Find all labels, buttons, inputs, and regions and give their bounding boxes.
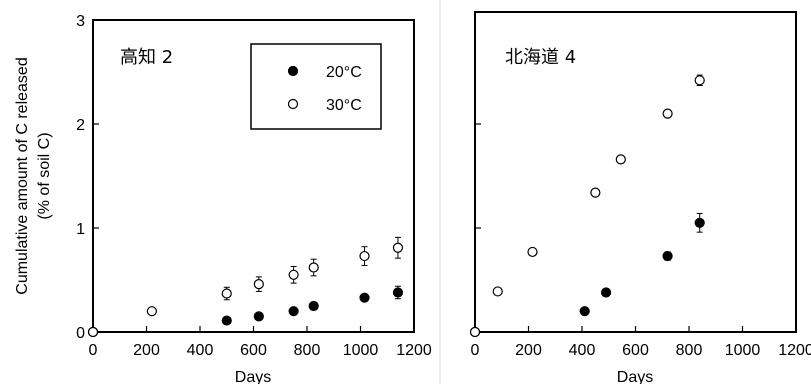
data-point [392,287,404,298]
data-point [662,108,673,119]
data-point [694,217,705,228]
x-tick-label: 600 [240,342,267,359]
y-tick-label: 1 [76,221,85,238]
data-point [288,306,299,317]
data-point [221,315,232,326]
y-axis-label: Cumulative amount of C released (% of so… [14,57,53,294]
data-point [492,286,503,297]
x-axis-label: Days [617,369,653,384]
data-point [146,306,157,317]
x-tick-label: 0 [89,342,98,359]
x-axis-ticks: 0 200 400 600 800 1000 1200 [89,326,432,359]
x-tick-label: 400 [569,342,596,359]
legend-marker-30c [287,98,299,110]
data-point [253,279,264,290]
series-20c [469,212,705,338]
data-point [359,250,370,262]
data-point [615,154,626,165]
data-point [469,326,481,338]
x-tick-label: 1200 [778,342,811,359]
data-point [590,187,601,198]
x-tick-label: 600 [622,342,649,359]
x-tick-label: 400 [187,342,214,359]
chart-panel-kochi: 高知 2 Cumulative amount of C released (% … [14,13,432,384]
x-tick-label: 1000 [343,342,379,359]
x-tick-label: 1200 [396,342,432,359]
data-point [662,250,673,262]
data-point [87,326,99,338]
panel-title: 高知 2 [120,47,173,68]
data-point [579,306,590,317]
y-tick-label: 0 [76,325,85,342]
x-tick-label: 1000 [725,342,761,359]
x-tick-label: 0 [471,342,480,359]
y-axis-label-line-2: (% of soil C) [36,132,53,219]
data-point [308,262,319,273]
x-tick-label: 800 [676,342,703,359]
series-30c [469,74,705,338]
data-point [308,300,319,312]
legend-box [250,43,382,130]
data-point [600,287,612,298]
x-tick-label: 200 [515,342,542,359]
y-tick-label: 3 [76,13,85,30]
data-point [359,292,370,303]
y-axis-ticks [475,123,481,229]
x-tick-label: 800 [294,342,321,359]
data-point [527,246,538,258]
data-point [253,311,264,322]
y-tick-label: 2 [76,117,85,134]
y-axis-label-line-1: Cumulative amount of C released [14,57,31,294]
x-axis-label: Days [235,369,271,384]
data-point [694,75,705,86]
data-point [221,288,232,299]
legend-label-20c: 20°C [326,64,362,81]
x-axis-ticks: 0 200 400 600 800 1000 1200 [471,326,811,359]
legend: 20°C 30°C [250,43,382,130]
series-30c [87,236,404,338]
chart-panel-hokkaido: 北海道 4 Days 0 200 400 600 800 1000 1200 [469,11,811,384]
legend-marker-20c [287,65,299,77]
x-tick-label: 200 [133,342,160,359]
y-axis-ticks: 0 1 2 3 [76,13,99,342]
panel-title: 北海道 4 [505,47,576,68]
data-point [392,242,404,253]
data-point [288,269,299,280]
series-20c [87,285,404,338]
legend-label-30c: 30°C [326,97,362,114]
